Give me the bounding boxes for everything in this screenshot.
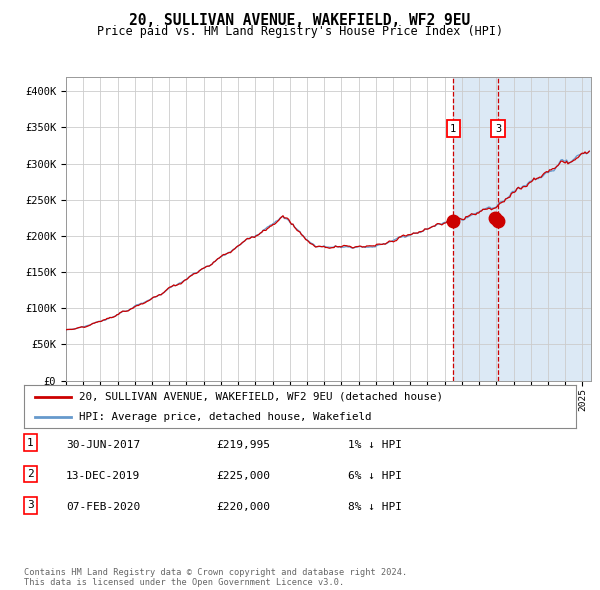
Bar xyxy=(453,77,600,381)
Text: £219,995: £219,995 xyxy=(216,440,270,450)
Text: 13-DEC-2019: 13-DEC-2019 xyxy=(66,471,140,481)
Text: Price paid vs. HM Land Registry's House Price Index (HPI): Price paid vs. HM Land Registry's House … xyxy=(97,25,503,38)
Text: Contains HM Land Registry data © Crown copyright and database right 2024.
This d: Contains HM Land Registry data © Crown c… xyxy=(24,568,407,587)
Text: 20, SULLIVAN AVENUE, WAKEFIELD, WF2 9EU (detached house): 20, SULLIVAN AVENUE, WAKEFIELD, WF2 9EU … xyxy=(79,392,443,402)
Text: 20, SULLIVAN AVENUE, WAKEFIELD, WF2 9EU: 20, SULLIVAN AVENUE, WAKEFIELD, WF2 9EU xyxy=(130,13,470,28)
Text: 30-JUN-2017: 30-JUN-2017 xyxy=(66,440,140,450)
Text: 07-FEB-2020: 07-FEB-2020 xyxy=(66,502,140,512)
Text: 3: 3 xyxy=(27,500,34,510)
Text: 6% ↓ HPI: 6% ↓ HPI xyxy=(348,471,402,481)
Text: 2: 2 xyxy=(27,469,34,479)
Text: 3: 3 xyxy=(495,124,501,134)
Text: 8% ↓ HPI: 8% ↓ HPI xyxy=(348,502,402,512)
Text: £220,000: £220,000 xyxy=(216,502,270,512)
Text: £225,000: £225,000 xyxy=(216,471,270,481)
Text: 1: 1 xyxy=(450,124,457,134)
Text: 1% ↓ HPI: 1% ↓ HPI xyxy=(348,440,402,450)
Text: 1: 1 xyxy=(27,438,34,448)
Text: HPI: Average price, detached house, Wakefield: HPI: Average price, detached house, Wake… xyxy=(79,412,372,422)
